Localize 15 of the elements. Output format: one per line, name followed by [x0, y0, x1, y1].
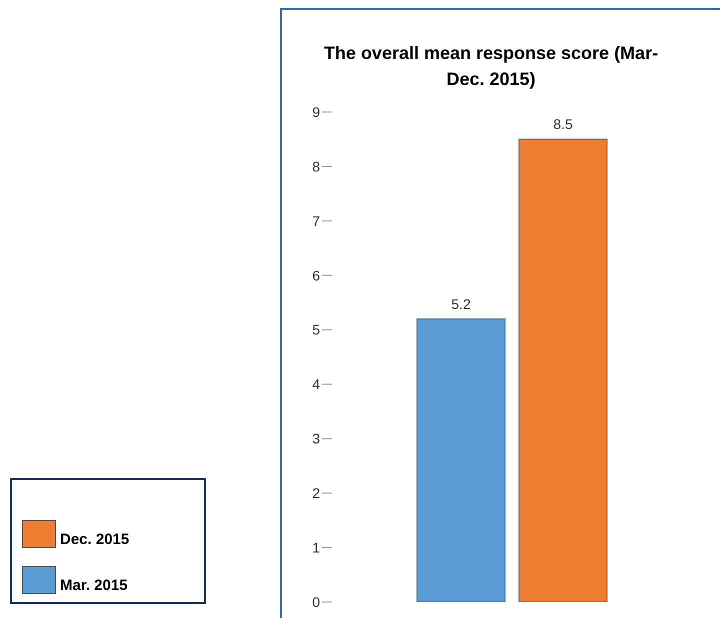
data-label: 5.2 — [451, 296, 471, 312]
y-tick-label: 7 — [312, 212, 320, 229]
y-tick-label: 9 — [312, 104, 320, 120]
data-label: 8.5 — [553, 116, 573, 132]
y-tick-label: 6 — [312, 267, 320, 284]
y-tick-label: 5 — [312, 322, 320, 338]
legend-label: Mar. 2015 — [60, 577, 128, 594]
y-tick-label: 8 — [312, 158, 320, 174]
chart-title: The overall mean response score (Mar-Dec. 2015) — [322, 42, 660, 91]
legend-label: Dec. 2015 — [60, 531, 130, 548]
y-tick-label: 2 — [312, 485, 320, 502]
y-tick-label: 3 — [312, 430, 320, 447]
y-tick-label: 4 — [312, 376, 320, 392]
y-tick-label: 1 — [312, 540, 320, 556]
y-tick-label: 0 — [312, 594, 320, 610]
